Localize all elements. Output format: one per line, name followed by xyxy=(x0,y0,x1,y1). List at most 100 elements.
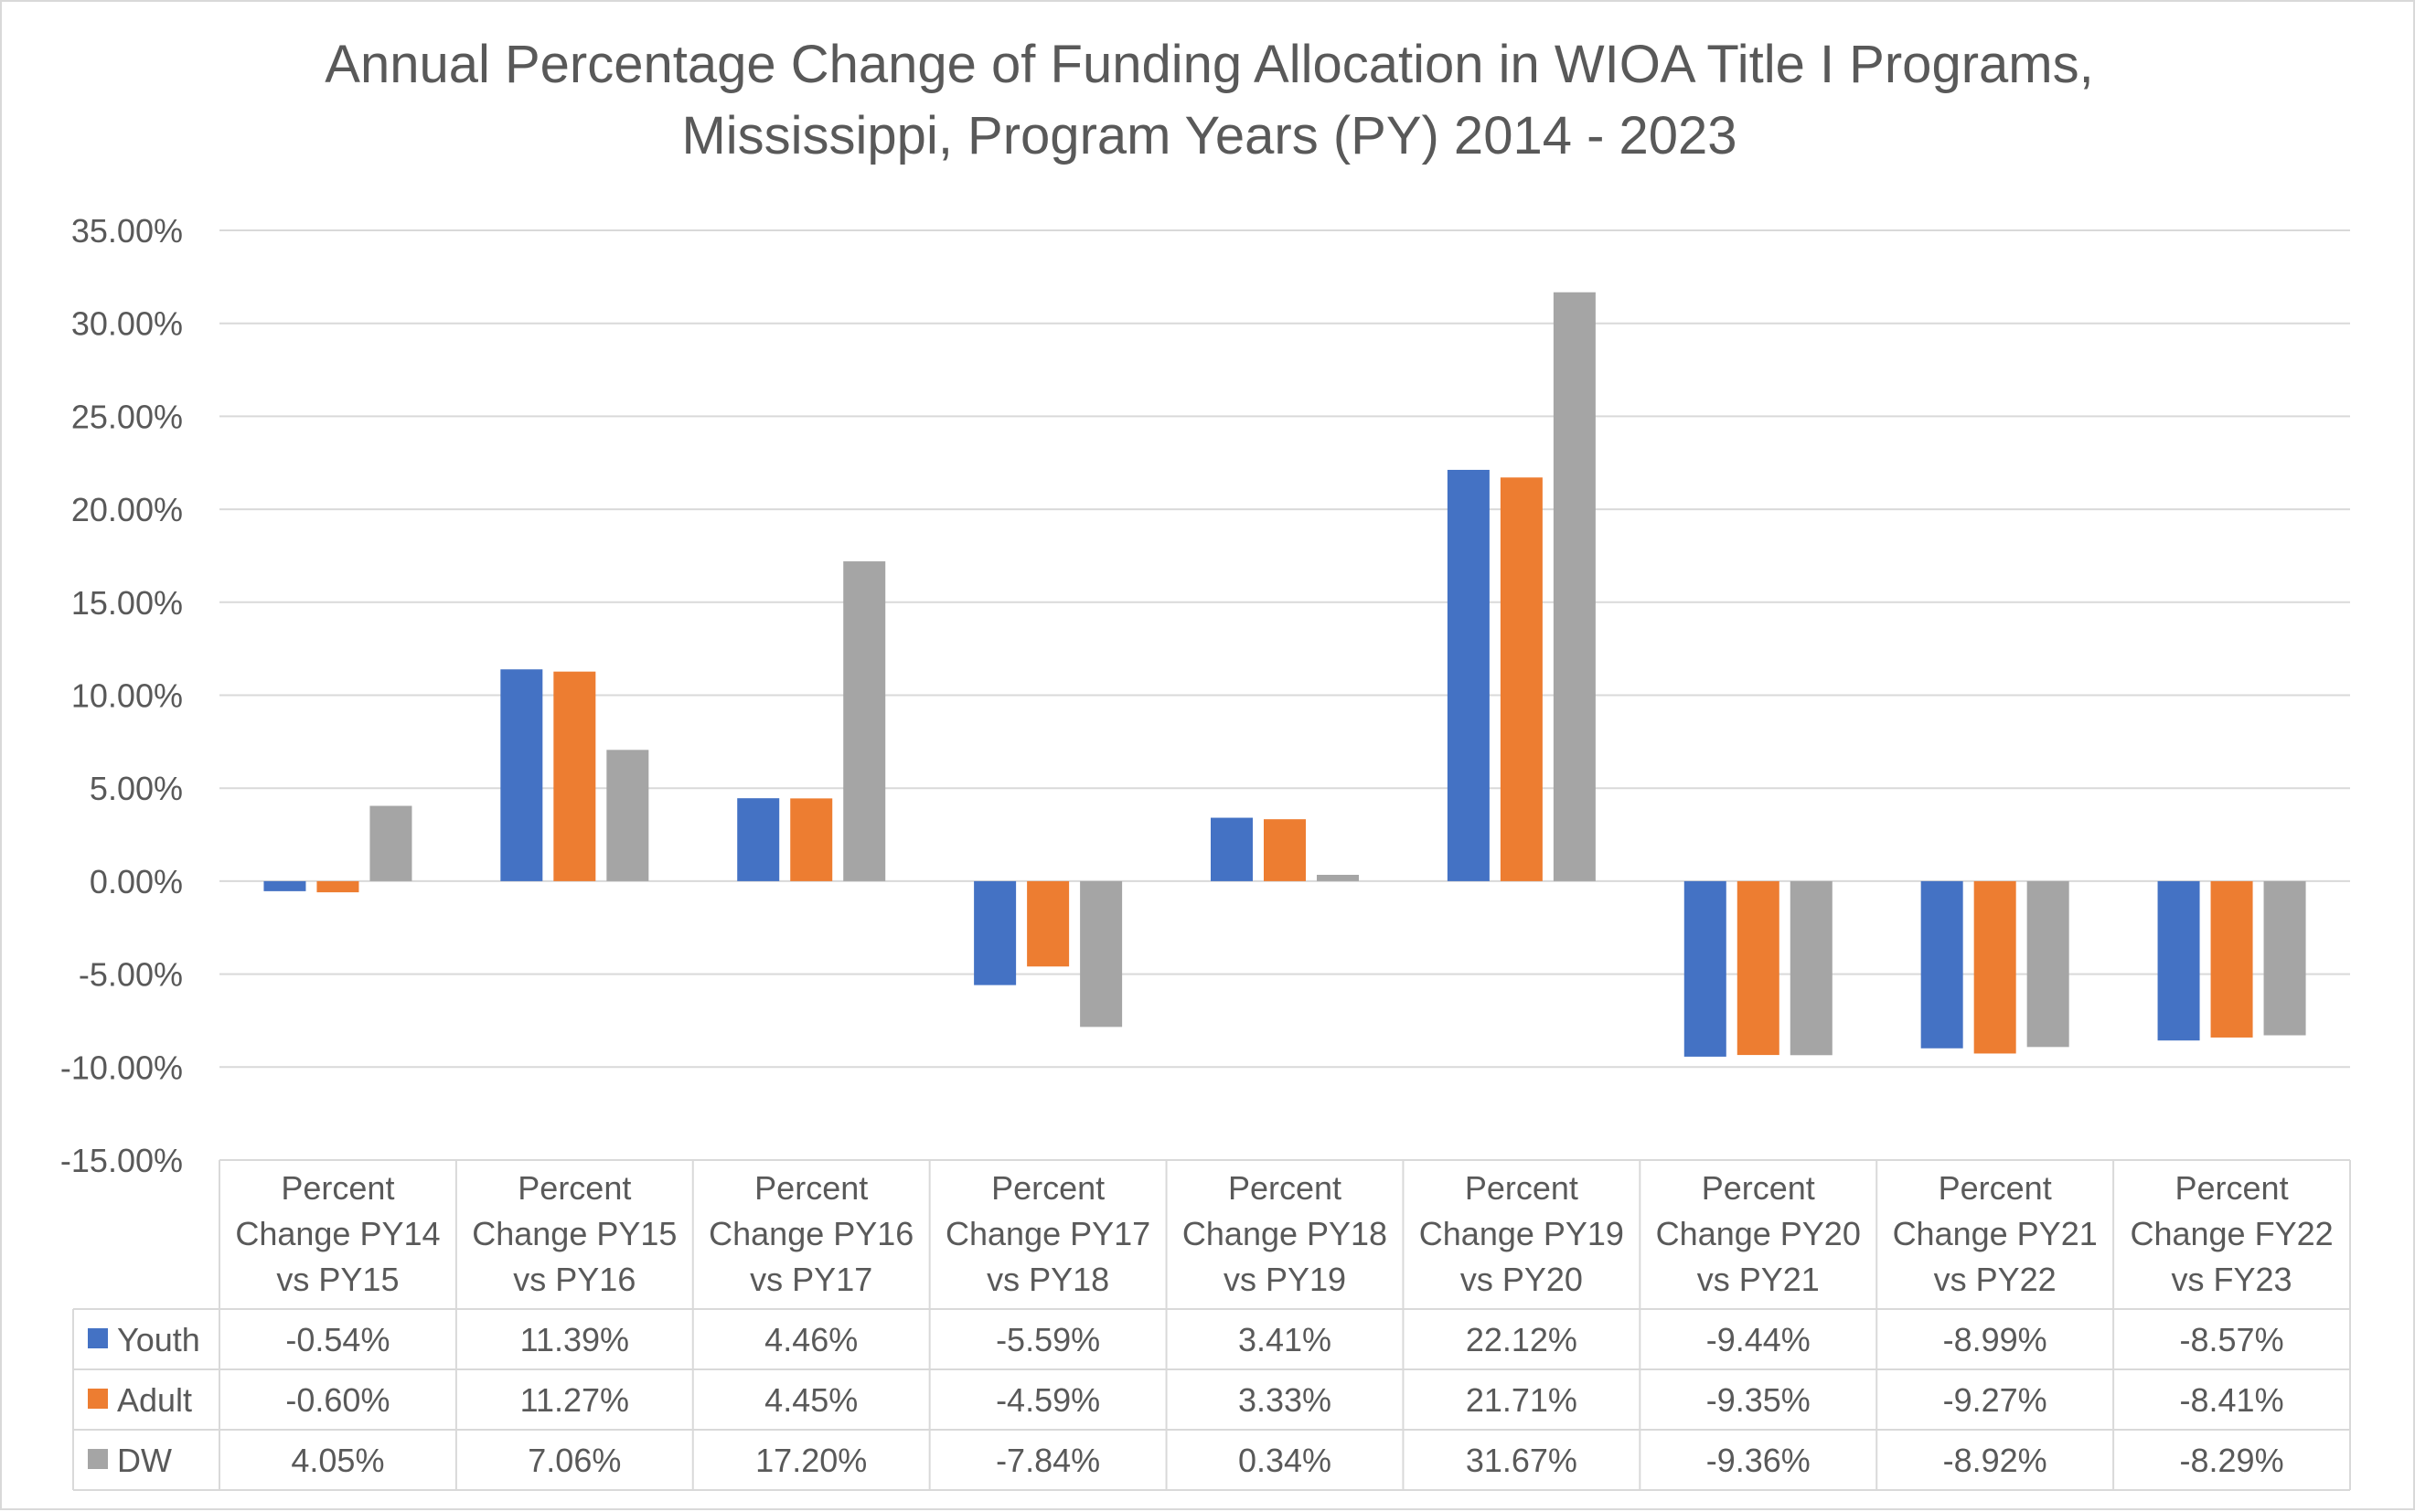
category-label: Change PY21 xyxy=(1893,1215,2098,1252)
y-tick-label: 25.00% xyxy=(71,398,183,435)
category-label: Change PY19 xyxy=(1419,1215,1624,1252)
category-label: vs PY17 xyxy=(750,1261,872,1298)
data-label: 31.67% xyxy=(1466,1442,1577,1479)
data-label: 7.06% xyxy=(528,1442,621,1479)
category-label: Percent xyxy=(754,1169,868,1207)
bar-dw-4 xyxy=(1317,874,1359,881)
category-label: vs PY18 xyxy=(987,1261,1109,1298)
data-label: -9.35% xyxy=(1706,1381,1811,1419)
data-label: -0.60% xyxy=(285,1381,390,1419)
y-tick-label: 15.00% xyxy=(71,584,183,622)
chart-title-line-2: Mississippi, Program Years (PY) 2014 - 2… xyxy=(681,106,1737,165)
category-label: Percent xyxy=(281,1169,394,1207)
y-tick-label: -10.00% xyxy=(60,1049,183,1086)
category-label: Change PY18 xyxy=(1182,1215,1387,1252)
chart-title: Annual Percentage Change of Funding Allo… xyxy=(2,29,2415,172)
bar-youth-3 xyxy=(974,880,1017,985)
category-label: Change PY15 xyxy=(472,1215,677,1252)
y-tick-label: -15.00% xyxy=(60,1142,183,1179)
bar-dw-0 xyxy=(369,805,412,881)
data-label: -0.54% xyxy=(285,1321,390,1358)
category-label: Percent xyxy=(1702,1169,1815,1207)
chart-title-line-1: Annual Percentage Change of Funding Allo… xyxy=(325,35,2094,94)
data-label: -8.29% xyxy=(2180,1442,2284,1479)
bar-dw-3 xyxy=(1080,880,1123,1028)
y-tick-label: 30.00% xyxy=(71,305,183,343)
bar-youth-6 xyxy=(1683,880,1726,1057)
data-label: -8.41% xyxy=(2180,1381,2284,1419)
category-label: vs PY15 xyxy=(276,1261,399,1298)
legend-key-youth xyxy=(88,1328,108,1348)
bar-adult-7 xyxy=(1973,880,2016,1054)
legend-key-dw xyxy=(88,1449,108,1469)
y-tick-label: 20.00% xyxy=(71,491,183,528)
bar-dw-1 xyxy=(606,750,649,881)
bar-adult-4 xyxy=(1264,819,1306,881)
bar-dw-6 xyxy=(1790,880,1833,1056)
category-label: Percent xyxy=(2175,1169,2289,1207)
y-tick-label: 5.00% xyxy=(90,770,183,807)
data-label: -4.59% xyxy=(996,1381,1100,1419)
bar-dw-7 xyxy=(2026,880,2069,1048)
bar-adult-6 xyxy=(1736,880,1779,1056)
data-label: -5.59% xyxy=(996,1321,1100,1358)
bar-adult-1 xyxy=(553,671,596,881)
legend-label: Adult xyxy=(117,1381,192,1419)
bar-dw-5 xyxy=(1553,292,1596,881)
data-label: 22.12% xyxy=(1466,1321,1577,1358)
data-label: 0.34% xyxy=(1238,1442,1331,1479)
data-label: 4.45% xyxy=(764,1381,858,1419)
data-label: 4.05% xyxy=(291,1442,384,1479)
y-tick-label: 10.00% xyxy=(71,677,183,715)
category-label: Percent xyxy=(1939,1169,2052,1207)
y-tick-label: 35.00% xyxy=(71,212,183,250)
data-label: -8.92% xyxy=(1943,1442,2047,1479)
category-label: Percent xyxy=(1228,1169,1341,1207)
data-label: 11.39% xyxy=(520,1321,629,1358)
category-label: Change PY16 xyxy=(709,1215,914,1252)
category-label: Change FY22 xyxy=(2130,1215,2333,1252)
bar-adult-5 xyxy=(1500,477,1543,881)
bar-youth-2 xyxy=(737,798,780,881)
category-label: vs PY16 xyxy=(513,1261,636,1298)
bar-adult-8 xyxy=(2210,880,2253,1038)
data-label: 17.20% xyxy=(755,1442,867,1479)
category-label: vs PY19 xyxy=(1224,1261,1346,1298)
data-label: -7.84% xyxy=(996,1442,1100,1479)
data-label: -9.36% xyxy=(1706,1442,1811,1479)
category-label: Percent xyxy=(518,1169,631,1207)
bar-youth-1 xyxy=(500,669,543,881)
y-tick-label: 0.00% xyxy=(90,863,183,900)
bar-youth-7 xyxy=(1920,880,1963,1049)
category-label: vs PY21 xyxy=(1697,1261,1820,1298)
data-label: 21.71% xyxy=(1466,1381,1577,1419)
bar-dw-2 xyxy=(843,561,886,881)
legend-label: Youth xyxy=(117,1321,200,1358)
category-label: Percent xyxy=(991,1169,1105,1207)
bar-youth-0 xyxy=(263,880,306,891)
bar-youth-5 xyxy=(1447,469,1490,881)
category-label: Change PY17 xyxy=(946,1215,1150,1252)
category-label: Change PY14 xyxy=(235,1215,440,1252)
bar-dw-8 xyxy=(2263,880,2306,1036)
data-label: -8.99% xyxy=(1943,1321,2047,1358)
bar-adult-3 xyxy=(1027,880,1070,967)
bar-adult-0 xyxy=(316,880,359,893)
category-label: Percent xyxy=(1465,1169,1578,1207)
data-label: -9.44% xyxy=(1706,1321,1811,1358)
data-label: 11.27% xyxy=(520,1381,629,1419)
bar-youth-4 xyxy=(1211,817,1253,881)
data-label: -8.57% xyxy=(2180,1321,2284,1358)
bar-adult-2 xyxy=(790,798,833,881)
category-label: Change PY20 xyxy=(1656,1215,1861,1252)
data-label: 4.46% xyxy=(764,1321,858,1358)
legend-key-adult xyxy=(88,1389,108,1409)
data-label: 3.33% xyxy=(1238,1381,1331,1419)
bar-youth-8 xyxy=(2157,880,2200,1041)
category-label: vs PY22 xyxy=(1934,1261,2057,1298)
data-label: -9.27% xyxy=(1943,1381,2047,1419)
legend-label: DW xyxy=(117,1442,172,1479)
category-label: vs FY23 xyxy=(2172,1261,2292,1298)
